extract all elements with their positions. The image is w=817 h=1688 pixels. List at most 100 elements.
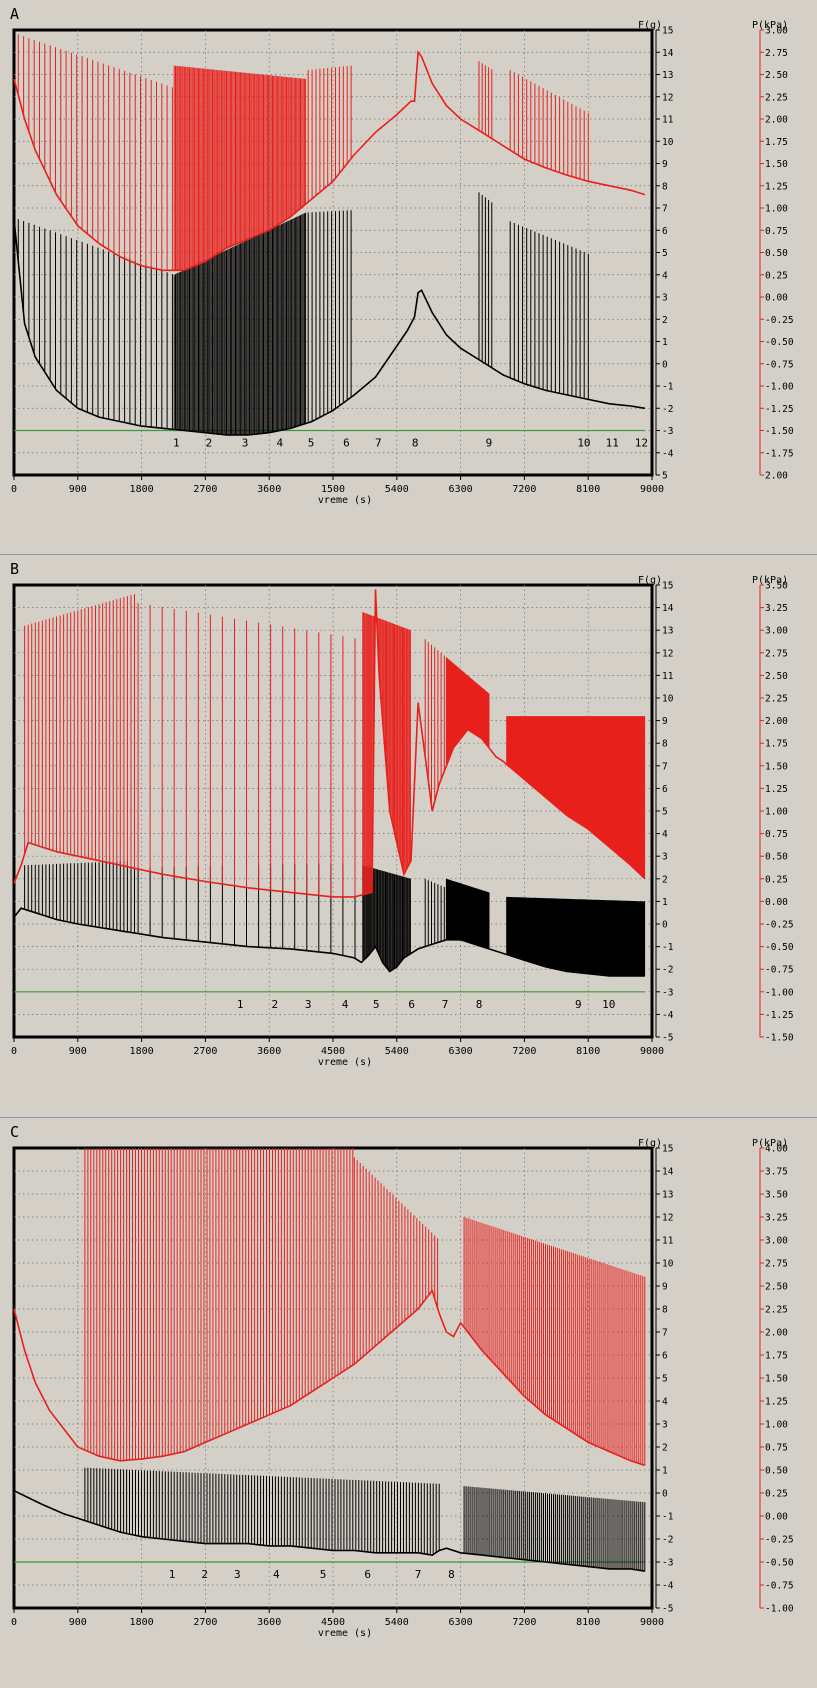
force-tick-label: 14 bbox=[662, 48, 674, 59]
marker-label: 1 bbox=[237, 998, 244, 1011]
force-trace bbox=[13, 219, 646, 436]
x-tick-label: 900 bbox=[69, 1617, 87, 1628]
pressure-tick-label: 1.75 bbox=[765, 1351, 788, 1362]
pressure-tick-label: -1.50 bbox=[765, 1033, 794, 1044]
force-trace bbox=[13, 907, 645, 977]
force-tick-label: 7 bbox=[662, 204, 668, 215]
force-tick-label: 10 bbox=[662, 1259, 674, 1270]
x-tick-label: 2700 bbox=[193, 484, 217, 495]
marker-label: 2 bbox=[201, 1568, 208, 1581]
pressure-trace bbox=[13, 50, 646, 272]
pressure-tick-label: 3.00 bbox=[765, 26, 788, 37]
pressure-tick-label: 2.50 bbox=[765, 70, 788, 81]
pressure-series bbox=[13, 34, 646, 272]
x-tick-label: 7200 bbox=[512, 1046, 536, 1057]
pressure-tick-label: 0.00 bbox=[765, 1512, 788, 1523]
force-tick-label: -1 bbox=[662, 942, 674, 953]
pressure-tick-label: 0.50 bbox=[765, 852, 788, 863]
force-tick-label: 5 bbox=[662, 807, 668, 818]
force-tick-label: 8 bbox=[662, 739, 668, 750]
force-tick-label: 5 bbox=[662, 248, 668, 259]
force-tick-label: 3 bbox=[662, 852, 668, 863]
pressure-tick-label: 4.00 bbox=[765, 1144, 788, 1155]
x-tick-label: 4500 bbox=[321, 1046, 345, 1057]
pressure-tick-label: 2.50 bbox=[765, 671, 788, 682]
force-tick-label: 10 bbox=[662, 137, 674, 148]
marker-label: 3 bbox=[305, 998, 312, 1011]
force-tick-label: -1 bbox=[662, 1512, 674, 1523]
pressure-axis-label: P(kPa) bbox=[752, 20, 788, 31]
force-tick-label: 11 bbox=[662, 1236, 674, 1247]
x-tick-label: 900 bbox=[69, 1046, 87, 1057]
pressure-axis-label: P(kPa) bbox=[752, 1138, 788, 1149]
pressure-tick-label: 0.75 bbox=[765, 829, 788, 840]
pressure-trace bbox=[13, 589, 646, 898]
x-tick-label: 900 bbox=[69, 484, 87, 495]
pressure-spikes bbox=[17, 34, 589, 271]
pressure-tick-label: 3.00 bbox=[765, 1236, 788, 1247]
force-tick-label: 5 bbox=[662, 471, 668, 482]
pressure-tick-label: 0.00 bbox=[765, 293, 788, 304]
pressure-tick-label: 3.50 bbox=[765, 1190, 788, 1201]
marker-label: 10 bbox=[602, 998, 615, 1011]
pressure-tick-label: -0.25 bbox=[765, 920, 794, 931]
panel-separator-bc bbox=[0, 1117, 817, 1118]
force-tick-label: 7 bbox=[662, 1328, 668, 1339]
force-axis-label: F(g) bbox=[638, 20, 662, 31]
force-tick-label: 7 bbox=[662, 761, 668, 772]
pressure-tick-label: 2.25 bbox=[765, 1305, 788, 1316]
pressure-tick-label: 2.25 bbox=[765, 694, 788, 705]
marker-label: 6 bbox=[364, 1568, 371, 1581]
force-tick-label: 11 bbox=[662, 671, 674, 682]
force-tick-label: 6 bbox=[662, 226, 668, 237]
force-series bbox=[13, 1467, 646, 1572]
force-tick-label: -3 bbox=[662, 987, 673, 998]
force-tick-label: 1 bbox=[662, 1466, 668, 1477]
x-tick-label: 3600 bbox=[257, 1046, 281, 1057]
pressure-tick-label: 1.25 bbox=[765, 181, 788, 192]
force-tick-label: 0 bbox=[662, 359, 668, 370]
force-spikes bbox=[17, 192, 589, 435]
x-tick-label: 0 bbox=[11, 1046, 17, 1057]
force-tick-label: -4 bbox=[662, 448, 674, 459]
force-tick-label: 15 bbox=[662, 26, 673, 37]
force-tick-label: 6 bbox=[662, 1351, 668, 1362]
marker-label: 1 bbox=[169, 1568, 176, 1581]
panel-label: A bbox=[10, 5, 19, 23]
pressure-tick-label: 1.50 bbox=[765, 761, 788, 772]
pressure-tick-label: 1.00 bbox=[765, 204, 788, 215]
pressure-tick-label: 1.25 bbox=[765, 1397, 788, 1408]
force-tick-label: -2 bbox=[662, 1535, 673, 1546]
x-tick-label: 8100 bbox=[576, 484, 600, 495]
force-tick-label: 0 bbox=[662, 920, 668, 931]
pressure-tick-label: -1.75 bbox=[765, 448, 794, 459]
pressure-tick-label: -0.50 bbox=[765, 337, 794, 348]
pressure-tick-label: -0.50 bbox=[765, 1558, 794, 1569]
pressure-tick-label: -1.50 bbox=[765, 426, 794, 437]
chart-svg: A1 2 3 4 5 6 7 8 9 10 11 120 900 1800 2700 3600 1500 5400… bbox=[10, 5, 794, 506]
pressure-tick-label: 3.75 bbox=[765, 1167, 788, 1178]
force-tick-label: 1 bbox=[662, 337, 668, 348]
x-tick-label: 6300 bbox=[449, 1046, 473, 1057]
pressure-tick-label: -0.25 bbox=[765, 315, 794, 326]
pressure-tick-label: 0.75 bbox=[765, 226, 788, 237]
force-tick-label: 2 bbox=[662, 874, 668, 885]
marker-label: 6 bbox=[343, 437, 350, 450]
x-tick-label: 9000 bbox=[640, 1617, 664, 1628]
marker-label: 2 bbox=[206, 437, 213, 450]
force-tick-label: 5 bbox=[662, 1374, 668, 1385]
marker-label: 9 bbox=[486, 437, 493, 450]
pressure-tick-label: 0.50 bbox=[765, 1466, 788, 1477]
force-tick-label: 4 bbox=[662, 270, 668, 281]
x-tick-label: 3600 bbox=[257, 1617, 281, 1628]
marker-label: 1 bbox=[173, 437, 180, 450]
force-tick-label: 9 bbox=[662, 716, 668, 727]
x-tick-label: 1800 bbox=[130, 1617, 154, 1628]
x-tick-label: 7200 bbox=[512, 1617, 536, 1628]
marker-label: 11 bbox=[606, 437, 619, 450]
x-tick-label: 8100 bbox=[576, 1617, 600, 1628]
grid bbox=[14, 30, 652, 475]
force-tick-label: 4 bbox=[662, 1397, 668, 1408]
marker-label: 8 bbox=[448, 1568, 455, 1581]
x-tick-label: 7200 bbox=[512, 484, 536, 495]
